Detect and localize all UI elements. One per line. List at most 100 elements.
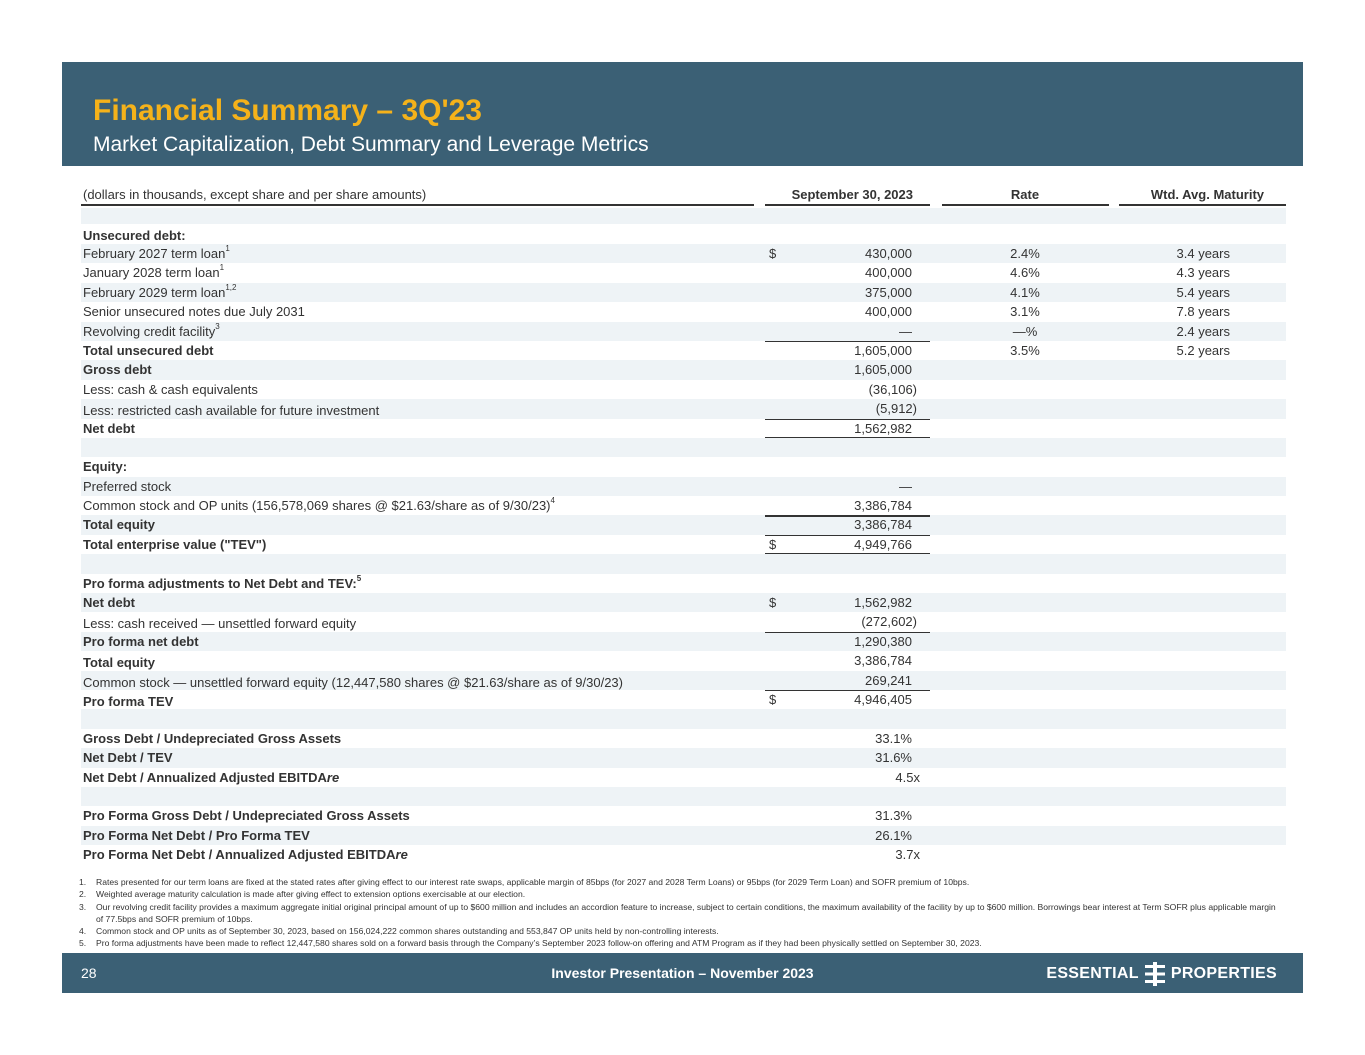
row-amount: 33.1% xyxy=(875,730,912,746)
total-rule xyxy=(765,436,930,439)
row-amount: 31.6% xyxy=(875,750,912,766)
row-amount: 4,946,405 xyxy=(854,691,912,707)
slide: Financial Summary – 3Q'23 Market Capital… xyxy=(62,62,1303,993)
page-subtitle: Market Capitalization, Debt Summary and … xyxy=(93,133,649,156)
row-label: Net Debt / TEV xyxy=(83,750,173,766)
column-header-maturity: Wtd. Avg. Maturity xyxy=(1150,187,1264,202)
spacer-row xyxy=(81,786,1286,807)
row-amount: — xyxy=(899,323,912,339)
section-heading-row: Equity: xyxy=(81,457,1286,476)
table-row: Pro Forma Net Debt / Annualized Adjusted… xyxy=(81,845,1286,864)
section-heading-row: Unsecured debt: xyxy=(81,224,1286,244)
table-row: Less: cash received — unsettled forward … xyxy=(81,612,1286,631)
slide-footer: 28 Investor Presentation – November 2023… xyxy=(62,953,1303,993)
row-amount: 3,386,784 xyxy=(854,653,912,669)
row-label: Revolving credit facility3 xyxy=(83,321,220,339)
header-underline xyxy=(1119,204,1286,206)
row-maturity: 2.4 years xyxy=(1176,323,1230,339)
total-rule xyxy=(765,552,930,555)
row-label: Net Debt / Annualized Adjusted EBITDAre xyxy=(83,769,340,785)
row-rate: 4.1% xyxy=(1010,284,1040,300)
row-label: Common stock and OP units (156,578,069 s… xyxy=(83,496,555,514)
row-amount: 26.1% xyxy=(875,827,912,843)
row-amount: 4,949,766 xyxy=(854,536,912,552)
row-amount: 269,241 xyxy=(865,672,912,688)
total-rule xyxy=(765,340,930,343)
table-row: Pro Forma Net Debt / Pro Forma TEV 26.1% xyxy=(81,825,1286,846)
row-amount: (272,602) xyxy=(861,614,917,630)
row-label: Total enterprise value ("TEV") xyxy=(83,536,267,552)
section-heading-row: Pro forma adjustments to Net Debt and TE… xyxy=(81,574,1286,593)
row-amount: 430,000 xyxy=(865,246,912,261)
total-rule xyxy=(765,418,930,421)
header-underline xyxy=(942,204,1109,206)
row-label: Total equity xyxy=(83,517,155,533)
row-amount: 375,000 xyxy=(865,284,912,300)
table-row: Net debt $ 1,562,982 xyxy=(81,593,1286,613)
dollar-sign: $ xyxy=(769,246,777,261)
row-rate: 3.1% xyxy=(1010,304,1040,320)
slide-header: Financial Summary – 3Q'23 Market Capital… xyxy=(62,62,1303,166)
total-rule xyxy=(765,689,930,692)
table-row: Less: restricted cash available for futu… xyxy=(81,399,1286,419)
dollar-sign: $ xyxy=(769,691,777,707)
column-header-label: (dollars in thousands, except share and … xyxy=(83,187,427,202)
row-amount: 400,000 xyxy=(865,304,912,320)
table-row: Senior unsecured notes due July 2031 400… xyxy=(81,302,1286,321)
logo-mark-icon xyxy=(1144,962,1165,986)
row-rate: 2.4% xyxy=(1010,246,1040,261)
row-label: February 2029 term loan1,2 xyxy=(83,282,237,300)
row-amount: 4.5x xyxy=(895,769,920,785)
row-label: Common stock — unsettled forward equity … xyxy=(83,674,623,690)
row-amount: 3,386,784 xyxy=(854,517,912,533)
row-amount: 3,386,784 xyxy=(854,498,912,514)
dollar-sign: $ xyxy=(769,536,777,552)
header-underline xyxy=(765,204,930,206)
row-label: February 2027 term loan1 xyxy=(83,244,230,261)
table-row: February 2027 term loan1 $ 430,000 2.4% … xyxy=(81,244,1286,264)
spacer-row xyxy=(81,709,1286,729)
table-row: Gross Debt / Undepreciated Gross Assets … xyxy=(81,729,1286,748)
header-underline xyxy=(81,204,754,206)
row-label: Pro Forma Gross Debt / Undepreciated Gro… xyxy=(83,808,410,824)
presentation-title: Investor Presentation – November 2023 xyxy=(551,965,814,981)
row-amount: 31.3% xyxy=(875,808,912,824)
table-row: Net Debt / TEV 31.6% xyxy=(81,748,1286,768)
footnote: 3. Our revolving credit facility provides… xyxy=(79,901,1276,924)
table-row: Revolving credit facility3 — —% 2.4 year… xyxy=(81,321,1286,341)
section-heading: Pro forma adjustments to Net Debt and TE… xyxy=(83,573,362,591)
table-row: Common stock and OP units (156,578,069 s… xyxy=(81,496,1286,515)
table-row: Pro Forma Gross Debt / Undepreciated Gro… xyxy=(81,806,1286,825)
table-row-total: Pro forma TEV $ 4,946,405 xyxy=(81,689,1286,711)
spacer-row xyxy=(81,208,1286,224)
row-label: Senior unsecured notes due July 2031 xyxy=(83,304,305,320)
table-row-total: Total unsecured debt 1,605,000 3.5% 5.2 … xyxy=(81,340,1286,360)
row-amount: 3.7x xyxy=(895,847,920,863)
financial-summary-table: (dollars in thousands, except share and … xyxy=(81,184,1286,865)
row-label: Less: restricted cash available for futu… xyxy=(83,403,380,419)
row-rate: 4.6% xyxy=(1010,265,1040,281)
column-header-rate: Rate xyxy=(1010,187,1040,202)
row-maturity: 4.3 years xyxy=(1176,265,1230,281)
row-label: Less: cash received — unsettled forward … xyxy=(83,616,357,632)
footnotes: 1. Rates presented for our term loans are… xyxy=(76,876,1276,950)
row-label: Total unsecured debt xyxy=(83,342,214,358)
table-row: Preferred stock — xyxy=(81,476,1286,497)
row-label: Pro Forma Net Debt / Annualized Adjusted… xyxy=(83,847,408,863)
table-row: Net Debt / Annualized Adjusted EBITDAre … xyxy=(81,768,1286,787)
total-rule xyxy=(765,515,930,517)
row-amount: 400,000 xyxy=(865,265,912,281)
table-row: January 2028 term loan1 400,000 4.6% 4.3… xyxy=(81,263,1286,282)
table-header-row: (dollars in thousands, except share and … xyxy=(81,184,1286,208)
row-amount: — xyxy=(899,478,912,494)
row-rate: 3.5% xyxy=(1010,342,1040,358)
row-maturity: 7.8 years xyxy=(1176,304,1230,320)
row-amount: 1,605,000 xyxy=(854,362,912,378)
table-row-total: Net debt 1,562,982 xyxy=(81,418,1286,439)
total-rule xyxy=(765,534,930,537)
row-amount: (5,912) xyxy=(875,401,917,417)
section-heading: Equity: xyxy=(83,459,128,475)
row-maturity: 5.4 years xyxy=(1176,284,1230,300)
row-maturity: 3.4 years xyxy=(1176,246,1230,261)
total-rule xyxy=(765,631,930,634)
